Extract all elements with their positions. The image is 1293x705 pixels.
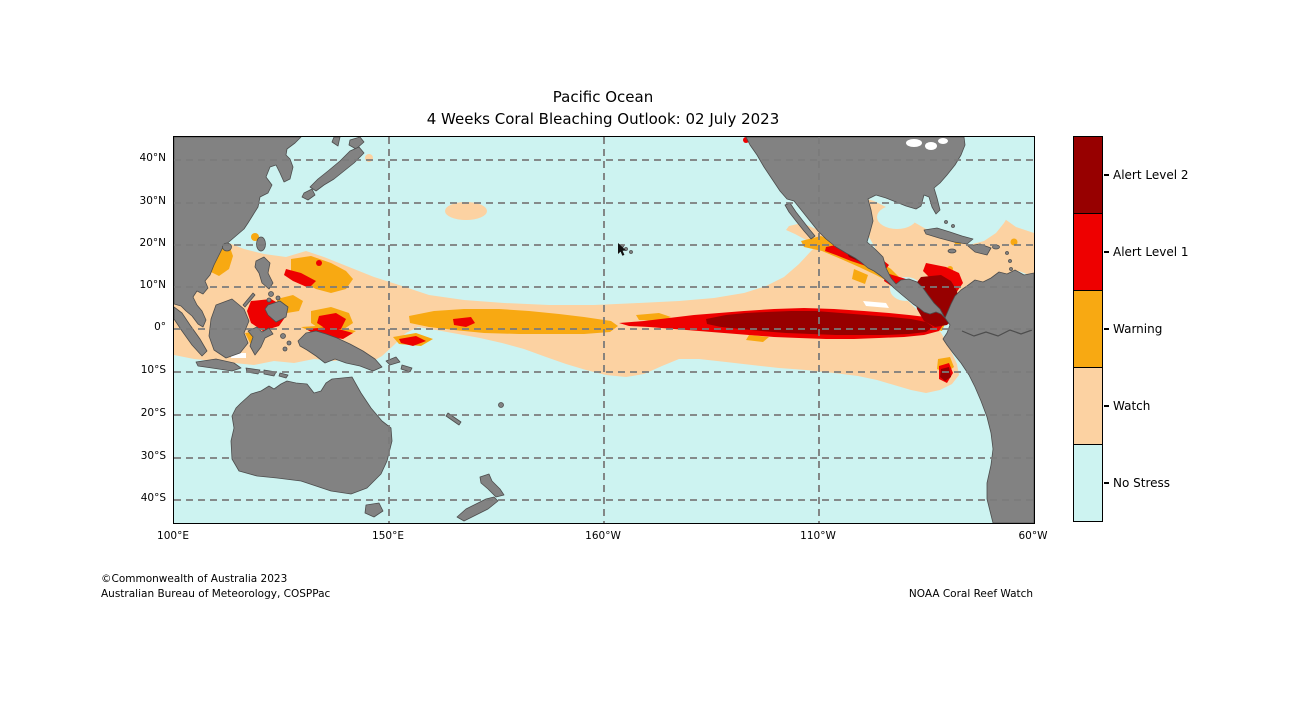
lon-label-150e: 150°E: [372, 530, 404, 542]
chart-title-block: Pacific Ocean 4 Weeks Coral Bleaching Ou…: [173, 87, 1033, 130]
land-layer: [174, 137, 1034, 523]
legend-tick: [1104, 482, 1109, 484]
land-details: [906, 138, 1033, 337]
legend-colorbar: [1073, 136, 1103, 522]
south-america: [942, 269, 1034, 523]
mindanao: [264, 300, 289, 323]
cuba: [923, 227, 974, 245]
lon-label-110w: 110°W: [800, 530, 836, 542]
lat-label-20s: 20°S: [140, 407, 166, 419]
nz-south-island: [456, 496, 499, 522]
lat-label-20n: 20°N: [139, 237, 166, 249]
legend-tick: [1104, 174, 1109, 176]
legend-tick: [1104, 328, 1109, 330]
north-america: [745, 137, 966, 319]
lat-label-40n: 40°N: [139, 152, 166, 164]
lat-label-eq: 0°: [154, 321, 166, 333]
legend-swatch-watch: [1074, 367, 1102, 444]
gridlines: [174, 137, 1034, 523]
no-data-layer: [231, 301, 889, 358]
legend-swatch-no-stress: [1074, 444, 1102, 521]
sakhalin: [331, 137, 341, 147]
sulawesi: [247, 326, 274, 356]
luzon: [254, 256, 274, 290]
new-caledonia: [445, 412, 462, 426]
legend-tick: [1104, 251, 1109, 253]
lon-label-60w: 60°W: [1018, 530, 1048, 542]
hokkaido: [348, 137, 365, 150]
map-svg: [174, 137, 1034, 523]
lat-label-30n: 30°N: [139, 195, 166, 207]
legend-label-warning: Warning: [1113, 322, 1163, 336]
chart-title: Pacific Ocean: [552, 88, 654, 106]
chart-subtitle: 4 Weeks Coral Bleaching Outlook: 02 July…: [426, 110, 780, 128]
lat-label-30s: 30°S: [140, 450, 166, 462]
legend-label-alert-level-1: Alert Level 1: [1113, 245, 1189, 259]
mouse-cursor: [618, 243, 626, 256]
sumatra: [174, 306, 208, 357]
java: [195, 358, 242, 372]
new-britain: [385, 356, 401, 366]
jamaica: [947, 248, 957, 254]
tasmania: [364, 502, 384, 518]
legend-tick: [1104, 405, 1109, 407]
legend-swatch-warning: [1074, 290, 1102, 367]
lon-label-100e: 100°E: [157, 530, 189, 542]
new-guinea: [297, 330, 383, 372]
copyright-attribution: ©Commonwealth of Australia 2023 Australi…: [101, 572, 330, 602]
lon-label-160w: 160°W: [585, 530, 621, 542]
legend-label-alert-level-2: Alert Level 2: [1113, 168, 1189, 182]
map-canvas: [173, 136, 1035, 524]
baja-california: [784, 202, 816, 240]
palawan: [242, 292, 256, 308]
legend-label-watch: Watch: [1113, 399, 1151, 413]
kyushu: [301, 188, 316, 201]
asia: [174, 137, 302, 328]
legend-label-no-stress: No Stress: [1113, 476, 1171, 490]
legend-swatch-alert-level-2: [1074, 137, 1102, 213]
lat-label-10s: 10°S: [140, 364, 166, 376]
fiji: [498, 402, 504, 408]
nz-north-island: [479, 473, 505, 498]
taiwan: [256, 236, 266, 252]
legend-swatch-alert-level-1: [1074, 213, 1102, 290]
lat-label-40s: 40°S: [140, 492, 166, 504]
bureau-line: Australian Bureau of Meteorology, COSPPa…: [101, 588, 331, 600]
solomons: [400, 364, 413, 373]
copyright-line: ©Commonwealth of Australia 2023: [101, 573, 288, 585]
lat-label-10n: 10°N: [139, 279, 166, 291]
orinoco-river: [961, 329, 1033, 337]
noaa-attribution: NOAA Coral Reef Watch: [908, 588, 1034, 600]
honshu: [309, 146, 365, 192]
